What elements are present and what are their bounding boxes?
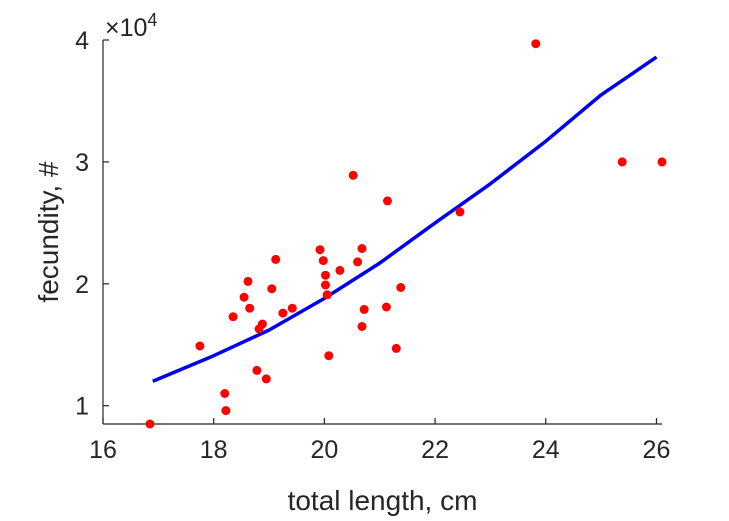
data-point [353, 257, 363, 267]
data-point [396, 283, 406, 292]
data-point [322, 290, 332, 300]
x-tick-label: 24 [532, 436, 560, 464]
x-tick-label: 26 [643, 436, 671, 464]
fit-curve [152, 55, 658, 383]
points-layer [145, 39, 667, 429]
data-point [252, 365, 262, 375]
x-tick-label: 22 [421, 436, 449, 464]
data-point [318, 256, 328, 266]
data-point [321, 280, 330, 290]
data-point [228, 312, 238, 322]
data-point [321, 270, 330, 280]
data-point [221, 406, 231, 416]
data-point [315, 245, 325, 255]
data-point [243, 276, 253, 286]
data-point [357, 244, 367, 253]
data-point [383, 196, 392, 206]
data-point [245, 303, 255, 313]
y-tick-label: 1 [75, 393, 89, 421]
data-point [324, 351, 334, 361]
data-point [531, 39, 541, 49]
data-point [267, 284, 277, 294]
x-tick-label: 20 [310, 436, 338, 464]
x-axis-title: total length, cm [288, 485, 478, 516]
y-exponent-label: ×104 [105, 10, 157, 42]
data-point [335, 265, 345, 275]
data-point [239, 292, 249, 302]
data-point [657, 157, 667, 167]
data-point [617, 157, 627, 167]
data-point [278, 308, 288, 318]
data-point [220, 389, 230, 398]
data-point [348, 170, 358, 180]
data-point [359, 304, 369, 314]
y-axis-title: fecundity, # [33, 161, 64, 303]
data-point [257, 319, 267, 329]
x-tick-label: 16 [89, 436, 117, 464]
data-point [357, 322, 367, 331]
data-point [195, 341, 205, 351]
data-point [271, 254, 281, 264]
y-ticks: 1 2 3 4 [75, 27, 109, 421]
data-point [261, 374, 271, 384]
x-ticks: 16 18 20 22 24 26 [89, 418, 670, 464]
data-point [391, 343, 401, 353]
data-point [287, 303, 297, 313]
y-tick-label: 4 [75, 27, 89, 55]
x-tick-label: 18 [200, 436, 228, 464]
y-tick-label: 3 [75, 149, 89, 177]
data-point [455, 207, 465, 217]
data-point [145, 419, 155, 429]
y-tick-label: 2 [75, 271, 89, 299]
fit-layer [152, 55, 658, 383]
axes [102, 40, 662, 425]
data-point [381, 302, 391, 312]
